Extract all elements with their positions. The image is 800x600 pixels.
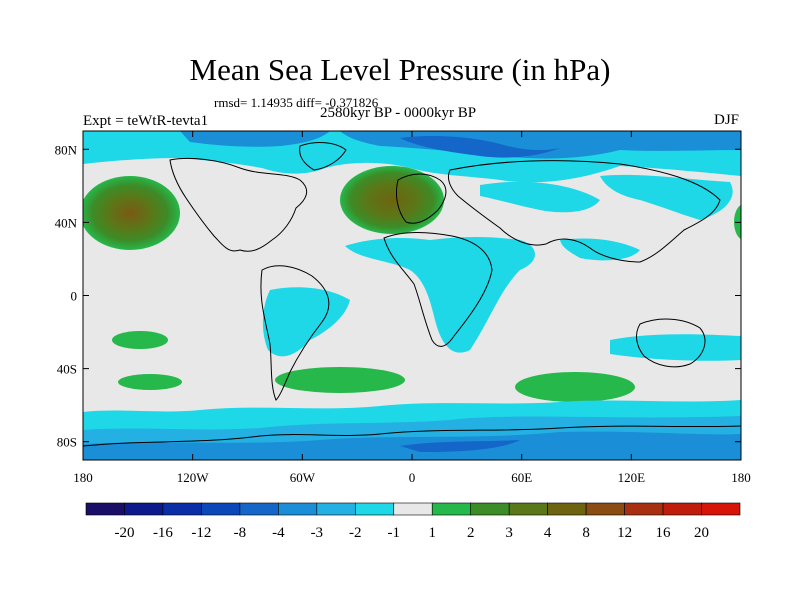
season-label: DJF [714, 112, 740, 128]
lon-tick-label: 180 [731, 470, 751, 485]
colorbar-label: -4 [272, 525, 285, 541]
experiment-label: Expt = teWtR-tevta1 [83, 113, 209, 129]
eurasia-low [480, 181, 600, 213]
colorbar-swatch [354, 502, 395, 516]
lat-tick-label: 40S [57, 362, 77, 377]
colorbar-swatch [431, 502, 472, 516]
colorbar-label: 3 [505, 525, 513, 541]
colorbar-label: -20 [114, 525, 134, 541]
colorbar-swatch [662, 502, 702, 516]
colorbar-label: 16 [656, 525, 672, 541]
south-atlantic-high [275, 367, 405, 393]
period-label: 2580kyr BP - 0000kyr BP [320, 105, 477, 121]
antarctica-coast [83, 425, 741, 447]
colorbar-label: -1 [388, 525, 401, 541]
colorbar-label: 20 [694, 525, 709, 541]
colorbar-label: 4 [544, 525, 552, 541]
indian-ocean-low [560, 238, 640, 261]
colorbar-swatch [201, 502, 241, 516]
colorbar-label: 12 [617, 525, 632, 541]
lat-tick-label: 80S [57, 435, 77, 450]
antarctic-low-deepest [400, 440, 520, 452]
north-atlantic-high [340, 166, 444, 234]
asia-coast [447, 160, 721, 263]
colorbar-label: 1 [428, 525, 436, 541]
south-pacific-high [112, 331, 168, 349]
colorbar-swatch [162, 502, 202, 516]
lat-tick-label: 80N [55, 142, 78, 157]
colorbar-swatch [585, 502, 625, 516]
colorbar-label: 8 [582, 525, 590, 541]
north-pacific-high [83, 176, 180, 250]
longitude-axis: 180 120W 60W 0 60E 120E 180 [73, 131, 751, 485]
colorbar-label: -2 [349, 525, 362, 541]
europe-coast [395, 173, 447, 224]
colorbar-swatch [508, 502, 548, 516]
latitude-axis: 80N 40N 0 40S 80S [55, 142, 741, 450]
colorbar-swatch [124, 502, 164, 516]
colorbar-swatch [278, 502, 318, 516]
colorbar-swatch [547, 502, 587, 516]
south-indian-high [515, 372, 635, 402]
arctic-deepest-low [400, 136, 560, 158]
colorbar-swatch [470, 502, 510, 516]
lon-tick-label: 60W [290, 470, 316, 485]
south-america-coast [260, 265, 330, 401]
lon-tick-label: 120E [618, 470, 646, 485]
colorbar: -20 -16 -12 -8 -4 -3 -2 -1 1 2 3 4 8 12 16 20 [85, 502, 741, 541]
colorbar-label: -16 [153, 525, 173, 541]
south-pacific-high-2 [118, 374, 182, 390]
colorbar-label: 2 [467, 525, 475, 541]
colorbar-swatch [701, 502, 741, 516]
coastlines [83, 142, 741, 447]
lon-tick-label: 0 [409, 470, 416, 485]
colorbar-swatch [85, 502, 125, 516]
colorbar-swatch [624, 502, 664, 516]
lat-tick-label: 0 [71, 289, 78, 304]
lon-tick-label: 60E [511, 470, 532, 485]
north-america-coast [169, 157, 308, 252]
colorbar-label: -3 [311, 525, 324, 541]
plot-title: Mean Sea Level Pressure (in hPa) [189, 52, 611, 87]
africa-low [345, 237, 535, 353]
greenland-coast [299, 142, 347, 171]
colorbar-swatch [316, 502, 356, 516]
tropical-atlantic-low [262, 287, 350, 357]
stats-label: rmsd= 1.14935 diff= -0.371826 [214, 95, 379, 110]
lat-tick-label: 40N [55, 215, 78, 230]
colorbar-label: -12 [191, 525, 211, 541]
africa-coast [383, 232, 493, 347]
lon-tick-label: 180 [73, 470, 93, 485]
lon-tick-label: 120W [177, 470, 210, 485]
australia-coast [636, 318, 706, 368]
colorbar-swatch [393, 502, 433, 516]
arctic-low-west [180, 131, 330, 147]
pressure-anomaly-fields [83, 131, 741, 460]
colorbar-swatch [239, 502, 279, 516]
colorbar-label: -8 [234, 525, 247, 541]
